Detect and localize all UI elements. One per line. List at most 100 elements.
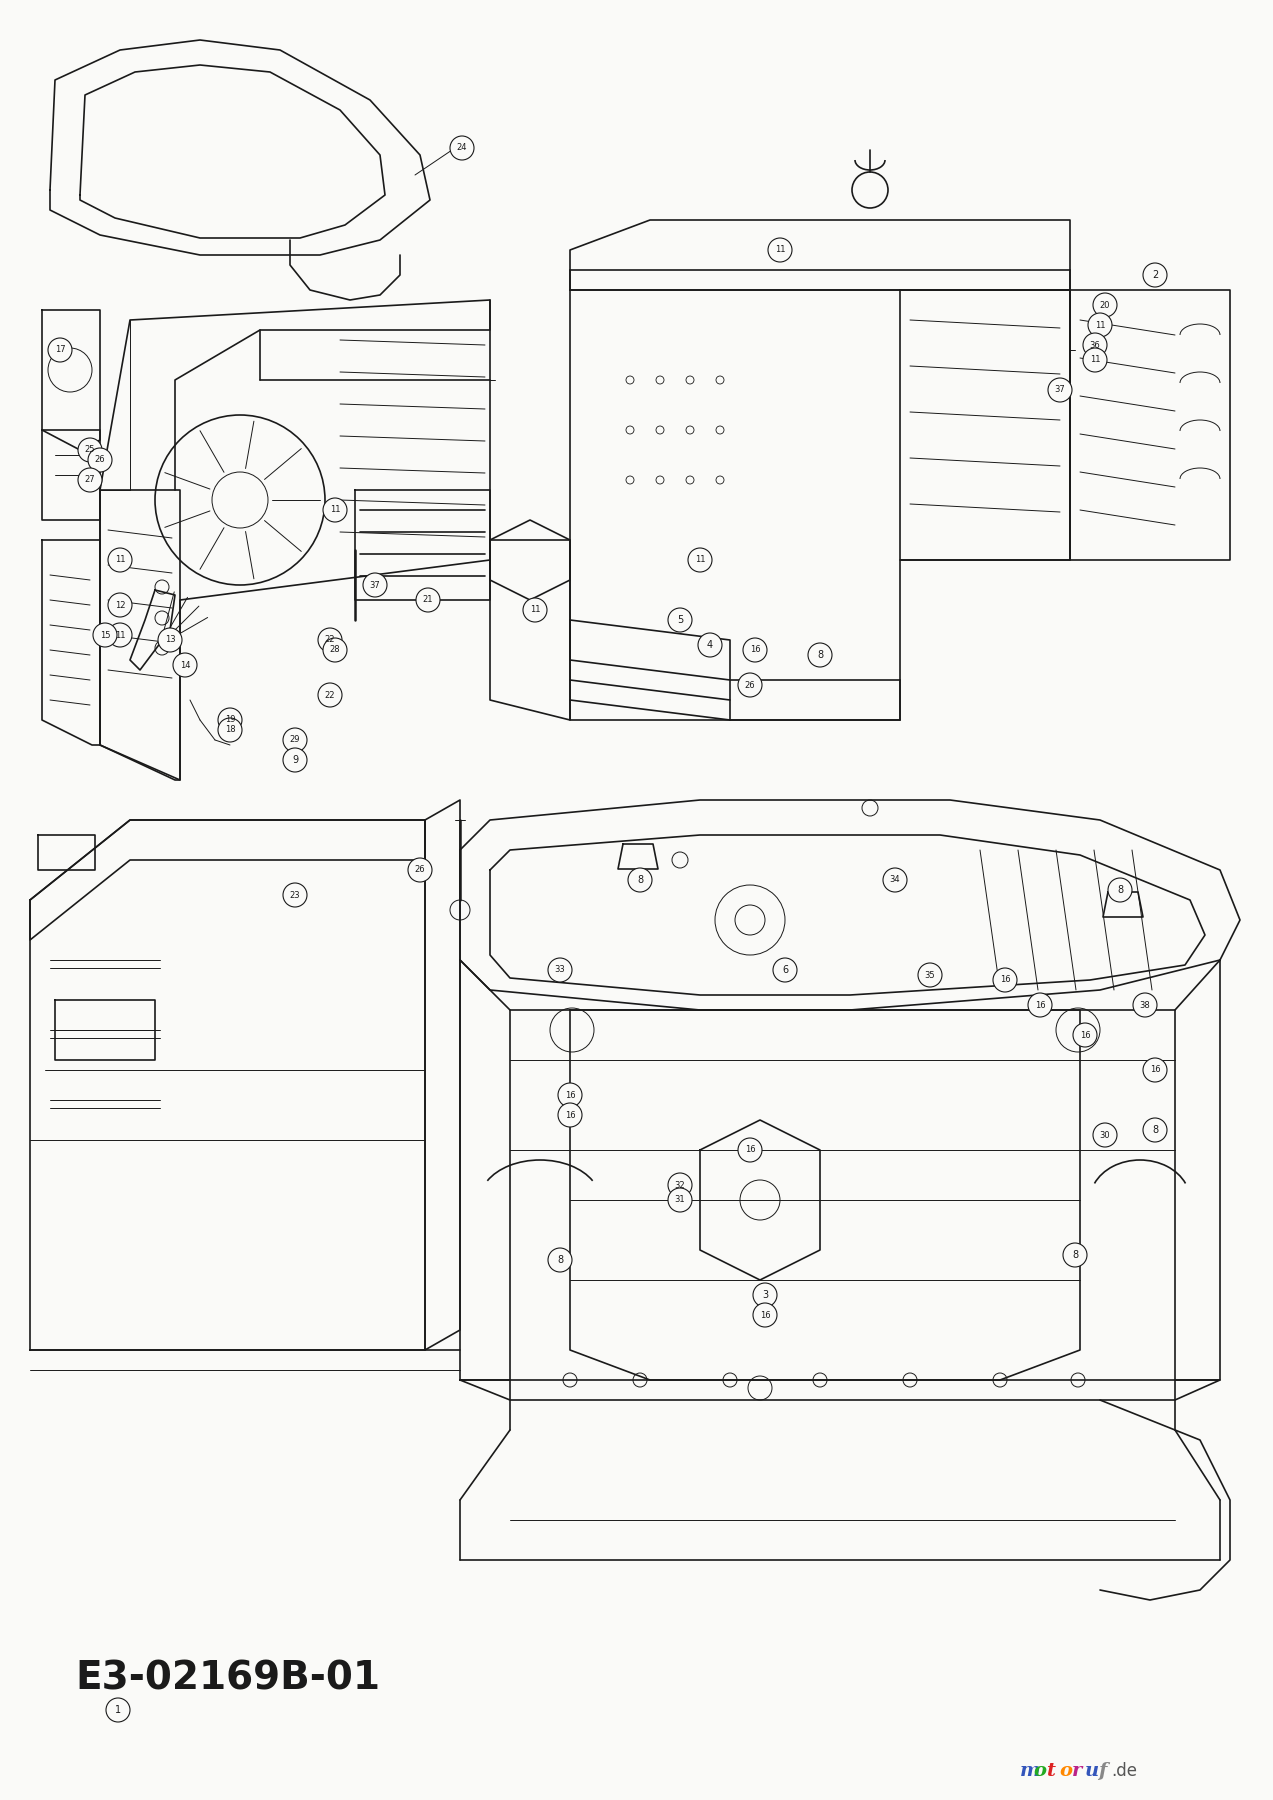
Text: t: t	[1046, 1762, 1055, 1780]
Text: 11: 11	[530, 605, 540, 614]
Polygon shape	[460, 799, 1240, 1010]
Circle shape	[218, 707, 242, 733]
Polygon shape	[1071, 290, 1230, 560]
Text: 6: 6	[782, 965, 788, 976]
Polygon shape	[31, 821, 425, 940]
Circle shape	[158, 628, 182, 652]
Polygon shape	[425, 799, 460, 1350]
Circle shape	[993, 968, 1017, 992]
Text: 16: 16	[565, 1091, 575, 1100]
Text: o: o	[1059, 1762, 1072, 1780]
Circle shape	[173, 653, 197, 677]
Text: 12: 12	[115, 601, 125, 610]
Circle shape	[547, 958, 572, 983]
Circle shape	[558, 1103, 582, 1127]
Polygon shape	[570, 1010, 1080, 1381]
Polygon shape	[130, 590, 174, 670]
Circle shape	[547, 1247, 572, 1273]
Circle shape	[668, 1174, 693, 1197]
Text: 22: 22	[325, 635, 335, 644]
Text: m: m	[1020, 1762, 1040, 1780]
Circle shape	[108, 592, 132, 617]
Text: 23: 23	[290, 891, 300, 900]
Text: 11: 11	[1090, 356, 1100, 364]
Circle shape	[1094, 293, 1116, 317]
Circle shape	[78, 437, 102, 463]
Circle shape	[93, 623, 117, 646]
Text: 37: 37	[369, 580, 381, 590]
Circle shape	[668, 1188, 693, 1211]
Text: 34: 34	[890, 875, 900, 884]
Circle shape	[668, 608, 693, 632]
Text: 11: 11	[115, 630, 125, 639]
Circle shape	[743, 637, 768, 662]
Polygon shape	[490, 540, 570, 720]
Circle shape	[1073, 1022, 1097, 1048]
Circle shape	[1108, 878, 1132, 902]
Polygon shape	[42, 540, 101, 745]
Text: 8: 8	[636, 875, 643, 886]
Text: 11: 11	[1095, 320, 1105, 329]
Text: 20: 20	[1100, 301, 1110, 310]
Text: 17: 17	[55, 346, 65, 355]
Text: 16: 16	[1080, 1030, 1090, 1040]
Text: 25: 25	[85, 446, 95, 454]
Circle shape	[1143, 1118, 1167, 1141]
Circle shape	[808, 643, 833, 668]
Text: 38: 38	[1139, 1001, 1151, 1010]
Text: 35: 35	[924, 970, 936, 979]
Text: 11: 11	[775, 245, 785, 254]
Circle shape	[1133, 994, 1157, 1017]
Polygon shape	[31, 821, 425, 1350]
Circle shape	[523, 598, 547, 623]
Text: 26: 26	[415, 866, 425, 875]
Text: 8: 8	[558, 1255, 563, 1265]
Circle shape	[108, 623, 132, 646]
Circle shape	[883, 868, 906, 893]
Circle shape	[88, 448, 112, 472]
Circle shape	[1048, 378, 1072, 401]
Circle shape	[768, 238, 792, 263]
Polygon shape	[700, 1120, 820, 1280]
Text: 16: 16	[565, 1111, 575, 1120]
Circle shape	[754, 1283, 777, 1307]
Text: 11: 11	[330, 506, 340, 515]
Circle shape	[738, 1138, 763, 1163]
Text: 8: 8	[1152, 1125, 1158, 1136]
Circle shape	[918, 963, 942, 986]
Circle shape	[283, 749, 307, 772]
Polygon shape	[101, 301, 490, 779]
Circle shape	[449, 137, 474, 160]
Polygon shape	[570, 619, 729, 680]
Text: 8: 8	[1072, 1249, 1078, 1260]
Circle shape	[318, 682, 342, 707]
Text: 24: 24	[457, 144, 467, 153]
Circle shape	[416, 589, 440, 612]
Text: .de: .de	[1111, 1762, 1137, 1780]
Text: 29: 29	[290, 736, 300, 745]
Circle shape	[1143, 263, 1167, 286]
Polygon shape	[460, 959, 510, 1381]
Circle shape	[78, 468, 102, 491]
Circle shape	[1083, 347, 1108, 373]
Polygon shape	[570, 220, 1071, 290]
Text: 16: 16	[745, 1145, 755, 1154]
Text: o: o	[1032, 1762, 1046, 1780]
Text: 15: 15	[99, 630, 111, 639]
Circle shape	[773, 958, 797, 983]
Circle shape	[628, 868, 652, 893]
Polygon shape	[490, 520, 570, 599]
Text: 8: 8	[817, 650, 824, 661]
Circle shape	[558, 1084, 582, 1107]
Circle shape	[754, 1303, 777, 1327]
Circle shape	[1063, 1244, 1087, 1267]
Text: 16: 16	[1150, 1066, 1160, 1075]
Text: 1: 1	[115, 1705, 121, 1715]
Text: 9: 9	[292, 754, 298, 765]
Text: 28: 28	[330, 646, 340, 655]
Polygon shape	[42, 310, 101, 450]
Text: 36: 36	[1090, 340, 1100, 349]
Text: 16: 16	[750, 646, 760, 655]
Text: f: f	[1099, 1762, 1106, 1780]
Circle shape	[106, 1697, 130, 1723]
